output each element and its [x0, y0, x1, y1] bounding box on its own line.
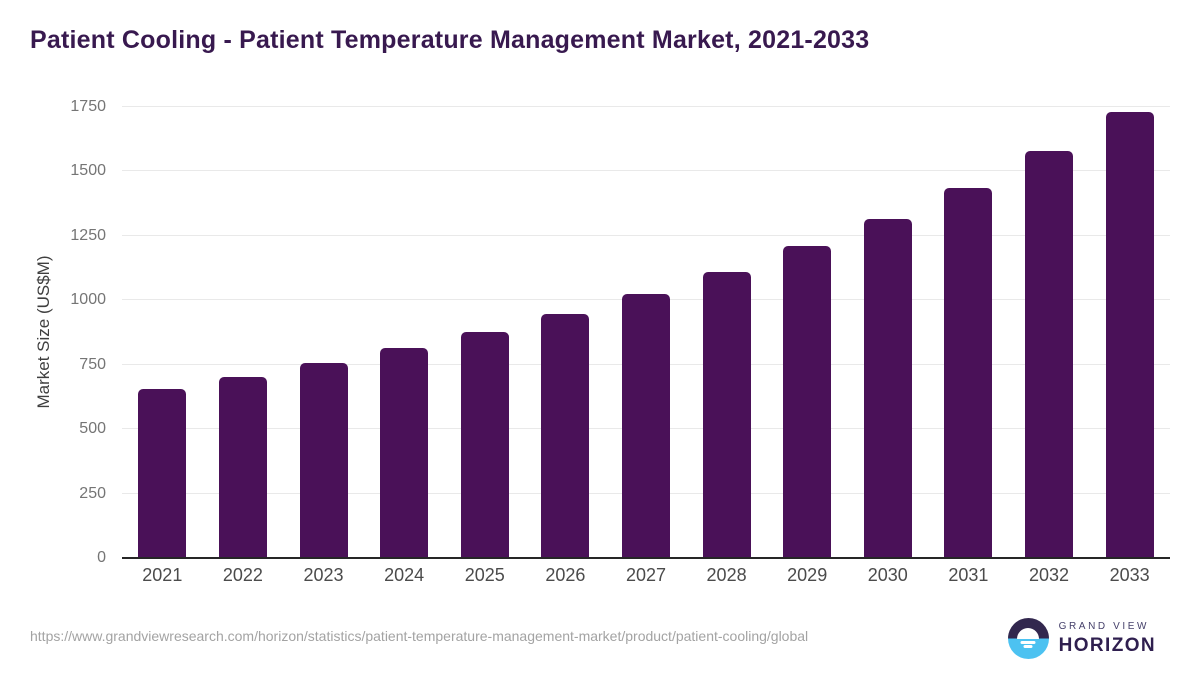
bar-slot [122, 107, 203, 558]
x-tick-label: 2030 [867, 565, 908, 585]
bar-2029 [783, 246, 832, 558]
bar-slot [686, 107, 767, 558]
x-axis-tick-labels: 2021 2022 2023 2024 2025 2026 2027 2028 2029 2030… [122, 565, 1170, 586]
bar-2024 [380, 348, 429, 558]
y-tick-label: 1250 [70, 226, 106, 244]
y-tick-label: 500 [79, 420, 106, 438]
bar-2021 [138, 389, 187, 558]
bar-2026 [541, 313, 590, 558]
y-axis-title: Market Size (US$M) [34, 255, 53, 409]
bar-slot [1089, 107, 1170, 558]
x-tick-label: 2033 [1109, 565, 1150, 585]
sun-reflection-line [1020, 640, 1036, 644]
gridline [122, 170, 1170, 172]
bar-2025 [460, 332, 509, 558]
y-tick-label: 1750 [70, 98, 106, 115]
x-tick-label: 2029 [787, 565, 828, 585]
bar-slot [928, 107, 1009, 558]
x-tick-label: 2031 [948, 565, 989, 585]
y-tick-label: 250 [79, 484, 106, 502]
bar-slot [283, 107, 364, 558]
bar-2033 [1105, 111, 1154, 558]
bar-2032 [1025, 151, 1073, 558]
x-tick-label: 2022 [222, 565, 263, 585]
sun-shape [1017, 627, 1040, 639]
x-tick-label: 2024 [384, 565, 425, 585]
brand-logo: GRAND VIEW HORIZON [1007, 618, 1156, 659]
x-tick-label: 2028 [706, 565, 747, 585]
bar-2023 [299, 363, 348, 558]
gridline [122, 234, 1170, 236]
bar-slot [606, 107, 687, 558]
bar-slot [525, 107, 606, 558]
bar-slot [847, 107, 928, 558]
chart-title: Patient Cooling - Patient Temperature Ma… [30, 26, 870, 54]
logo-wordmark: GRAND VIEW HORIZON [1059, 621, 1156, 657]
bar-slot [444, 107, 525, 558]
y-tick-label: 750 [79, 355, 106, 373]
x-tick-label: 2025 [464, 565, 505, 585]
x-tick-label: 2026 [545, 565, 586, 585]
x-tick-label: 2032 [1028, 565, 1070, 585]
bar-slot [203, 107, 284, 558]
bar-2022 [218, 376, 267, 558]
y-tick-label: 1000 [70, 291, 106, 309]
y-tick-label: 0 [97, 549, 106, 566]
bar-slot [1009, 107, 1090, 558]
x-tick-label: 2021 [142, 565, 183, 585]
x-axis-line [122, 557, 1170, 559]
bar-2030 [863, 218, 912, 558]
plot-area: 0 250 500 750 1000 1250 1500 1750 [70, 99, 1170, 566]
bar-2027 [621, 293, 670, 558]
bar-slot [767, 107, 848, 558]
bar-slot [364, 107, 445, 558]
gridline [122, 106, 1170, 107]
x-tick-label: 2027 [625, 565, 666, 585]
sun-reflection-line [1023, 645, 1033, 649]
y-tick-label: 1500 [70, 162, 106, 180]
bar-2028 [702, 271, 751, 558]
source-url: https://www.grandviewresearch.com/horizo… [30, 628, 809, 644]
bar-series [122, 107, 1170, 558]
x-tick-label: 2023 [303, 565, 344, 585]
horizon-sun-icon [1007, 618, 1049, 659]
logo-text-horizon: HORIZON [1058, 634, 1156, 656]
bar-2031 [944, 187, 993, 558]
logo-text-grand-view: GRAND VIEW [1058, 620, 1150, 632]
